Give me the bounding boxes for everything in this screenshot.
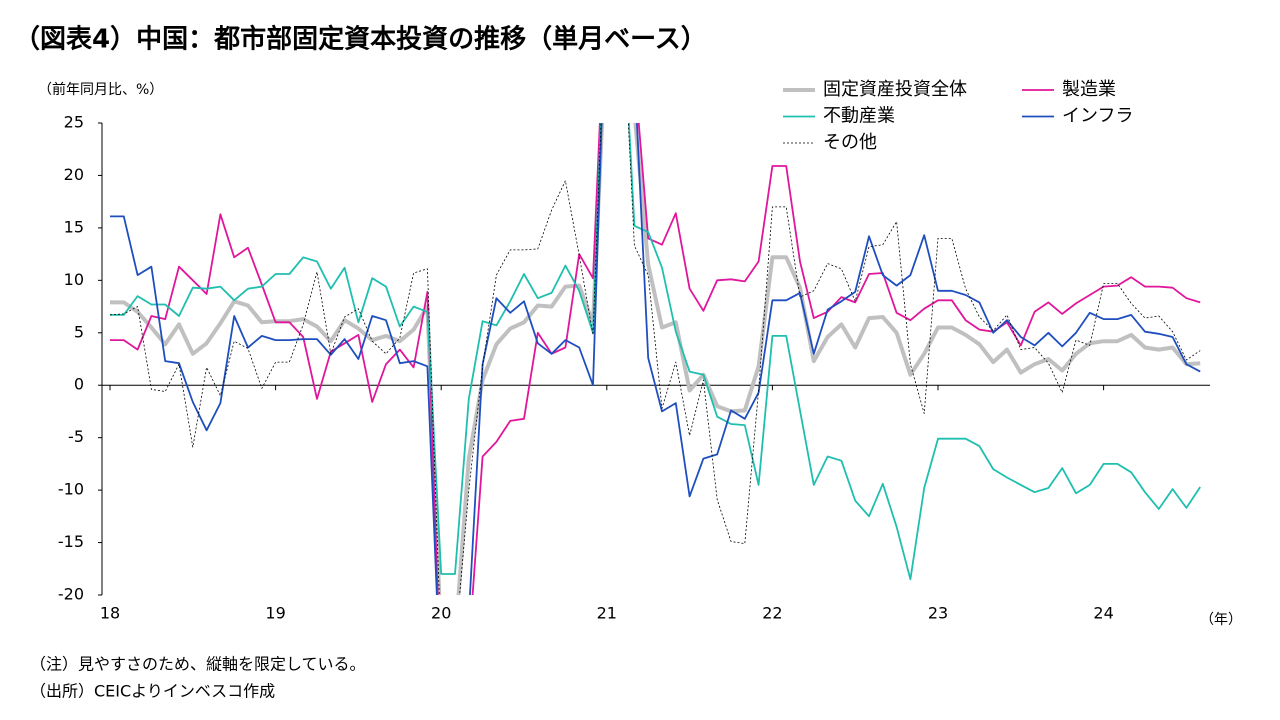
x-tick-label: 20 <box>431 604 451 623</box>
y-tick-label: 5 <box>74 322 84 341</box>
y-tick-label: 15 <box>64 217 84 236</box>
series-line <box>110 123 1201 595</box>
x-tick-label: 23 <box>928 604 948 623</box>
y-tick-label: 20 <box>64 165 84 184</box>
legend-label: 固定資産投資全体 <box>823 79 967 100</box>
y-tick-label: -5 <box>68 427 84 446</box>
y-tick-label: 25 <box>64 113 84 132</box>
legend-label: 製造業 <box>1062 79 1116 100</box>
y-tick-label: -10 <box>58 480 84 499</box>
x-tick-label: 21 <box>597 604 617 623</box>
series-line <box>110 123 1201 595</box>
x-tick-label: 22 <box>762 604 782 623</box>
source-note: （出所）CEICよりインベスコ作成 <box>30 682 275 701</box>
x-tick-label: 24 <box>1093 604 1113 623</box>
legend-label: その他 <box>823 132 877 153</box>
x-unit-label: （年） <box>1200 612 1242 628</box>
series-line <box>110 123 1201 595</box>
y-unit-label: （前年同月比、%） <box>38 81 163 98</box>
y-tick-label: -20 <box>58 585 84 604</box>
legend-label: 不動産業 <box>823 106 895 127</box>
y-tick-label: 0 <box>74 375 84 394</box>
chart-title: （図表4）中国：都市部固定資本投資の推移（単月ベース） <box>14 24 707 55</box>
y-tick-label: -15 <box>58 532 84 551</box>
x-tick-label: 18 <box>100 604 120 623</box>
legend-label: インフラ <box>1062 106 1133 127</box>
series-line <box>110 123 1201 581</box>
note: （注）見やすさのため、縦軸を限定している。 <box>30 655 366 674</box>
plot-area <box>109 123 1201 595</box>
y-tick-label: 10 <box>64 270 84 289</box>
series-line <box>109 123 1201 595</box>
x-tick-label: 19 <box>265 604 285 623</box>
